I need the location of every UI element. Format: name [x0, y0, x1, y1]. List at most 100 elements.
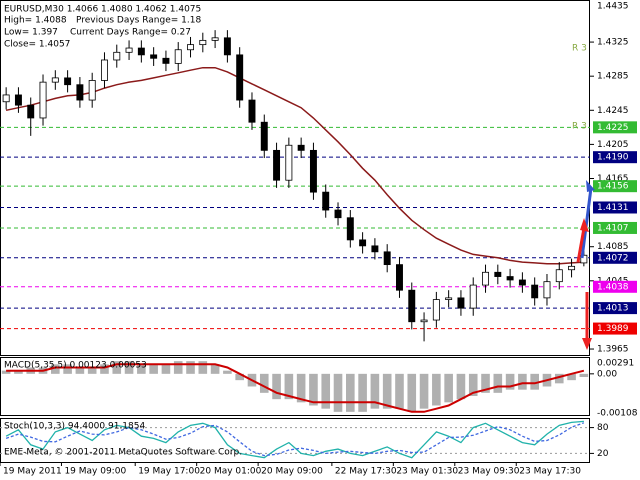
- candle-body: [76, 84, 84, 101]
- histogram-bar: [259, 373, 269, 393]
- histogram-bar: [75, 367, 85, 374]
- histogram-bar: [444, 373, 453, 403]
- candle-body: [482, 271, 489, 286]
- candle-body: [27, 104, 35, 119]
- candle-body: [39, 81, 47, 119]
- histogram-bar: [235, 373, 244, 381]
- level-label: 1.4038: [597, 282, 629, 292]
- candle-body: [150, 54, 158, 59]
- scale-min-label: -0.00108: [597, 409, 638, 419]
- level-label: 1.3989: [597, 324, 629, 334]
- price-top-label: 1.4435: [597, 2, 629, 12]
- histogram-bar: [481, 373, 490, 393]
- level-box: [593, 280, 637, 293]
- level-box: [593, 121, 637, 134]
- candle-body: [101, 59, 108, 81]
- info-label: Close= 1.4057: [4, 40, 70, 50]
- y-tick-label: 1.4085: [597, 242, 629, 252]
- level-label: 1.4156: [597, 182, 629, 192]
- candle-body: [2, 94, 10, 103]
- level-box: [593, 151, 637, 164]
- candle-body: [88, 80, 96, 101]
- chart-title: EURUSD,M30 1.4066 1.4080 1.4062 1.4075: [4, 5, 201, 15]
- candle-body: [457, 297, 465, 309]
- histogram-bar: [1, 370, 11, 374]
- histogram-bar: [210, 364, 220, 374]
- macd-panel: [0, 357, 590, 416]
- level-box: [593, 221, 637, 234]
- info-label: Current Days Range= 0.27: [70, 28, 191, 38]
- y-tick-label: 80: [597, 423, 609, 433]
- histogram-bar: [63, 364, 72, 374]
- series-line: [5, 420, 584, 459]
- y-tick-label: 1.4325: [597, 38, 629, 48]
- arrow-head: [580, 218, 589, 232]
- annotation: R 3: [572, 122, 587, 132]
- candle-body: [518, 279, 526, 286]
- level-label: 1.4072: [597, 253, 629, 263]
- y-tick-label: 1.4165: [597, 174, 629, 184]
- histogram-bar: [112, 361, 122, 374]
- signal-arrows: [576, 180, 595, 350]
- histogram-bar: [395, 373, 404, 409]
- candle-body: [445, 297, 453, 300]
- footnote: EME-Meta, © 2001-2011 MetaQuotes Softwar…: [4, 448, 242, 458]
- histogram-bar: [579, 373, 589, 377]
- annotation: R 3: [572, 44, 587, 54]
- candle-body: [211, 37, 219, 41]
- level-box: [593, 302, 637, 315]
- histogram-bar: [14, 370, 23, 374]
- candle-body: [396, 264, 403, 291]
- candle-body: [432, 299, 440, 321]
- candle-body: [14, 94, 22, 106]
- histogram-bar: [272, 373, 281, 400]
- arrow-up-red: [576, 227, 586, 263]
- x-tick-label: 19 May 17:00: [138, 467, 200, 477]
- x-tick-label: 19 May 2011: [3, 467, 62, 477]
- histogram-bar: [370, 373, 380, 409]
- histogram-bar: [198, 361, 208, 374]
- histogram-bar: [161, 364, 171, 374]
- candle-body: [420, 319, 428, 323]
- candle-body: [137, 47, 145, 56]
- candle-body: [199, 39, 207, 46]
- histogram-bar: [284, 373, 294, 400]
- level-label: 1.4013: [597, 304, 629, 314]
- candle-body: [174, 49, 182, 64]
- panel-label: Stoch(10,3,3) 94.4000 91.1854: [4, 422, 145, 432]
- candle-body: [64, 77, 72, 86]
- x-tick-label: 22 May 17:30: [335, 467, 397, 477]
- candle-body: [469, 284, 477, 309]
- histogram-bar: [333, 373, 343, 412]
- histogram-bar: [149, 364, 158, 374]
- panel-label: MACD(5,35,5) 0.00123 0.00053: [4, 361, 147, 371]
- histogram-bar: [456, 373, 466, 400]
- candle-body: [568, 265, 576, 271]
- level-box: [593, 201, 637, 214]
- histogram-bar: [382, 373, 392, 409]
- candle-body: [346, 217, 354, 241]
- candle-body: [187, 44, 194, 51]
- candle-body: [297, 144, 305, 151]
- series-line: [5, 66, 584, 265]
- candle-body: [260, 121, 268, 151]
- arrow-head: [586, 180, 595, 192]
- candle-body: [236, 54, 244, 101]
- histogram-bar: [505, 373, 515, 390]
- candle-body: [322, 191, 330, 211]
- arrow-up-blue: [580, 187, 593, 259]
- candle-body: [334, 209, 342, 219]
- histogram-bar: [51, 364, 60, 374]
- histogram-bar: [321, 373, 331, 409]
- histogram-bar: [124, 361, 134, 374]
- candle-body: [51, 77, 59, 83]
- x-tick-label: 20 May 09:00: [261, 467, 323, 477]
- candle-body: [543, 281, 551, 299]
- histogram-bar: [530, 373, 539, 390]
- candle-body: [113, 51, 121, 61]
- candle-body: [223, 37, 231, 56]
- level-label: 1.4131: [597, 203, 629, 213]
- candle-body: [506, 276, 514, 281]
